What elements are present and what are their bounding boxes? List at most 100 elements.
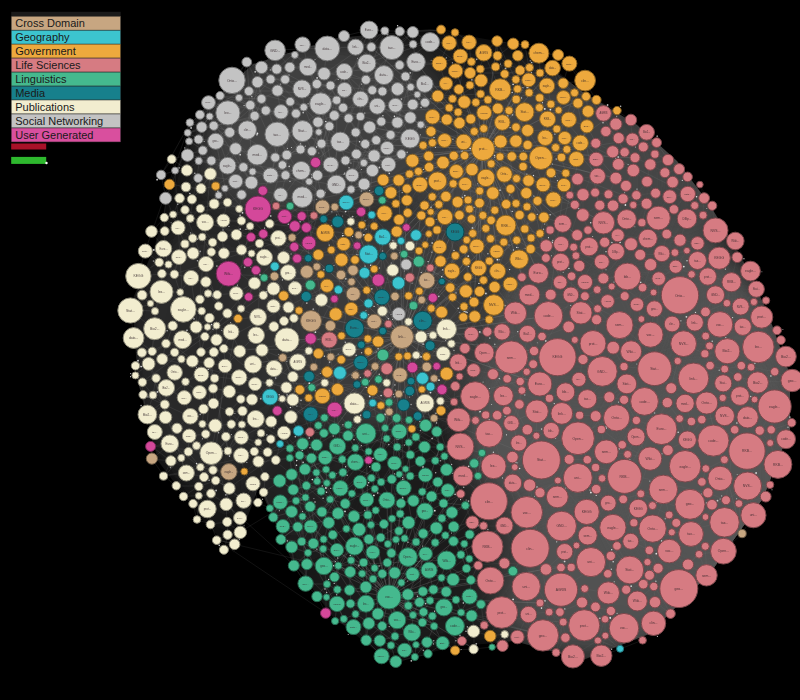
svg-text:eagle...: eagle... — [260, 255, 269, 259]
svg-text:AGRIS: AGRIS — [425, 568, 434, 572]
svg-text:link...: link... — [558, 243, 564, 246]
svg-text:lex...: lex... — [755, 345, 762, 349]
svg-text:prot...: prot... — [434, 179, 442, 183]
svg-text:lex...: lex... — [278, 194, 283, 196]
svg-text:prot...: prot... — [410, 573, 416, 575]
svg-text:geo...: geo... — [605, 502, 612, 505]
svg-text:Euro...: Euro... — [365, 28, 374, 32]
svg-text:prot...: prot... — [704, 275, 712, 279]
svg-text:geo...: geo... — [440, 605, 447, 609]
svg-text:Open...: Open... — [206, 451, 217, 455]
svg-text:lex...: lex... — [543, 136, 549, 140]
svg-text:code...: code... — [370, 551, 377, 553]
svg-text:Stat...: Stat... — [532, 410, 541, 414]
svg-text:Open...: Open... — [479, 351, 490, 355]
svg-text:Euro...: Euro... — [222, 365, 229, 367]
svg-text:voc...: voc... — [385, 595, 393, 599]
svg-text:Onto...: Onto... — [383, 498, 391, 502]
svg-text:uni...: uni... — [250, 362, 256, 366]
svg-text:NVS...: NVS... — [655, 277, 662, 279]
svg-text:chem...: chem... — [377, 655, 386, 658]
svg-text:Open...: Open... — [718, 549, 729, 553]
svg-text:uni...: uni... — [587, 560, 594, 564]
svg-text:lex...: lex... — [490, 464, 497, 468]
svg-text:eagle...: eagle... — [525, 79, 533, 81]
svg-text:Euro...: Euro... — [535, 382, 545, 386]
svg-text:prot...: prot... — [580, 624, 589, 628]
svg-text:Stat...: Stat... — [650, 367, 659, 371]
svg-text:Bio2...: Bio2... — [363, 61, 372, 65]
svg-text:Euro...: Euro... — [657, 427, 667, 431]
svg-text:AGRIS: AGRIS — [395, 313, 402, 315]
svg-text:data...: data... — [509, 481, 517, 485]
svg-text:KEGG: KEGG — [306, 319, 316, 323]
svg-text:Onto...: Onto... — [171, 370, 179, 374]
svg-text:sem...: sem... — [654, 216, 663, 220]
svg-text:voc...: voc... — [620, 626, 628, 630]
svg-text:code...: code... — [543, 314, 553, 318]
svg-text:Open...: Open... — [363, 198, 371, 201]
svg-text:code...: code... — [450, 624, 459, 628]
svg-text:GND...: GND... — [597, 370, 607, 374]
svg-text:eagle...: eagle... — [178, 308, 189, 312]
svg-text:Bio2...: Bio2... — [596, 654, 606, 658]
svg-text:AGRIS: AGRIS — [480, 51, 489, 55]
svg-text:prot...: prot... — [585, 245, 593, 249]
svg-text:KEGG: KEGG — [493, 250, 500, 252]
svg-text:GND...: GND... — [711, 293, 720, 297]
svg-text:GND...: GND... — [395, 430, 403, 433]
svg-text:geo...: geo... — [302, 583, 309, 586]
svg-text:AGRIS: AGRIS — [599, 111, 607, 115]
svg-text:Bio2...: Bio2... — [568, 655, 578, 659]
svg-text:med...: med... — [178, 338, 187, 342]
svg-text:GND...: GND... — [333, 444, 341, 448]
svg-text:prot...: prot... — [757, 315, 766, 319]
svg-text:KEGG: KEGG — [333, 603, 340, 606]
svg-text:eagle...: eagle... — [470, 395, 481, 399]
svg-text:Open...: Open... — [342, 201, 350, 204]
svg-text:Euro...: Euro... — [166, 442, 175, 446]
svg-text:data...: data... — [341, 243, 347, 245]
svg-text:bib...: bib... — [402, 649, 407, 651]
svg-text:Wiki...: Wiki... — [550, 199, 557, 202]
svg-text:Publications: Publications — [15, 101, 75, 113]
svg-text:eagle...: eagle... — [481, 176, 491, 180]
svg-text:voc...: voc... — [646, 333, 654, 337]
svg-text:sem...: sem... — [176, 256, 183, 259]
svg-text:Stat...: Stat... — [521, 110, 529, 114]
svg-text:GND...: GND... — [556, 524, 566, 528]
svg-text:clin...: clin... — [526, 547, 534, 551]
svg-text:RKB...: RKB... — [440, 353, 447, 355]
svg-text:NVS...: NVS... — [391, 462, 398, 464]
svg-text:DBp...: DBp... — [683, 217, 692, 221]
svg-text:geo...: geo... — [320, 564, 327, 568]
svg-text:uni...: uni... — [362, 432, 369, 436]
svg-text:Euro...: Euro... — [363, 499, 370, 501]
svg-text:Euro...: Euro... — [411, 60, 420, 64]
svg-text:geo...: geo... — [667, 196, 673, 198]
svg-text:bib...: bib... — [624, 275, 631, 279]
svg-text:Geography: Geography — [15, 31, 70, 43]
svg-text:sem...: sem... — [553, 495, 562, 499]
svg-text:uni...: uni... — [750, 513, 757, 517]
svg-text:sem...: sem... — [292, 287, 298, 289]
svg-text:KEGG: KEGG — [634, 507, 644, 511]
svg-text:eagle...: eagle... — [350, 544, 360, 548]
svg-text:Onto...: Onto... — [350, 626, 358, 629]
svg-text:uni...: uni... — [203, 263, 209, 266]
svg-text:Open...: Open... — [357, 361, 365, 364]
svg-text:prot...: prot... — [233, 180, 239, 182]
svg-text:Onto...: Onto... — [501, 172, 509, 176]
svg-text:Onto...: Onto... — [267, 174, 275, 177]
svg-text:Wiki...: Wiki... — [658, 252, 666, 256]
svg-text:Euro...: Euro... — [160, 247, 168, 251]
svg-text:lex...: lex... — [224, 111, 231, 115]
svg-text:RKB...: RKB... — [495, 88, 505, 92]
svg-text:Wiki...: Wiki... — [442, 559, 451, 563]
svg-text:prot...: prot... — [736, 394, 744, 398]
svg-text:data...: data... — [684, 193, 691, 196]
svg-text:clin...: clin... — [581, 79, 589, 83]
svg-text:sem...: sem... — [183, 472, 191, 475]
svg-text:clin...: clin... — [650, 621, 658, 625]
svg-text:sem...: sem... — [702, 574, 711, 578]
